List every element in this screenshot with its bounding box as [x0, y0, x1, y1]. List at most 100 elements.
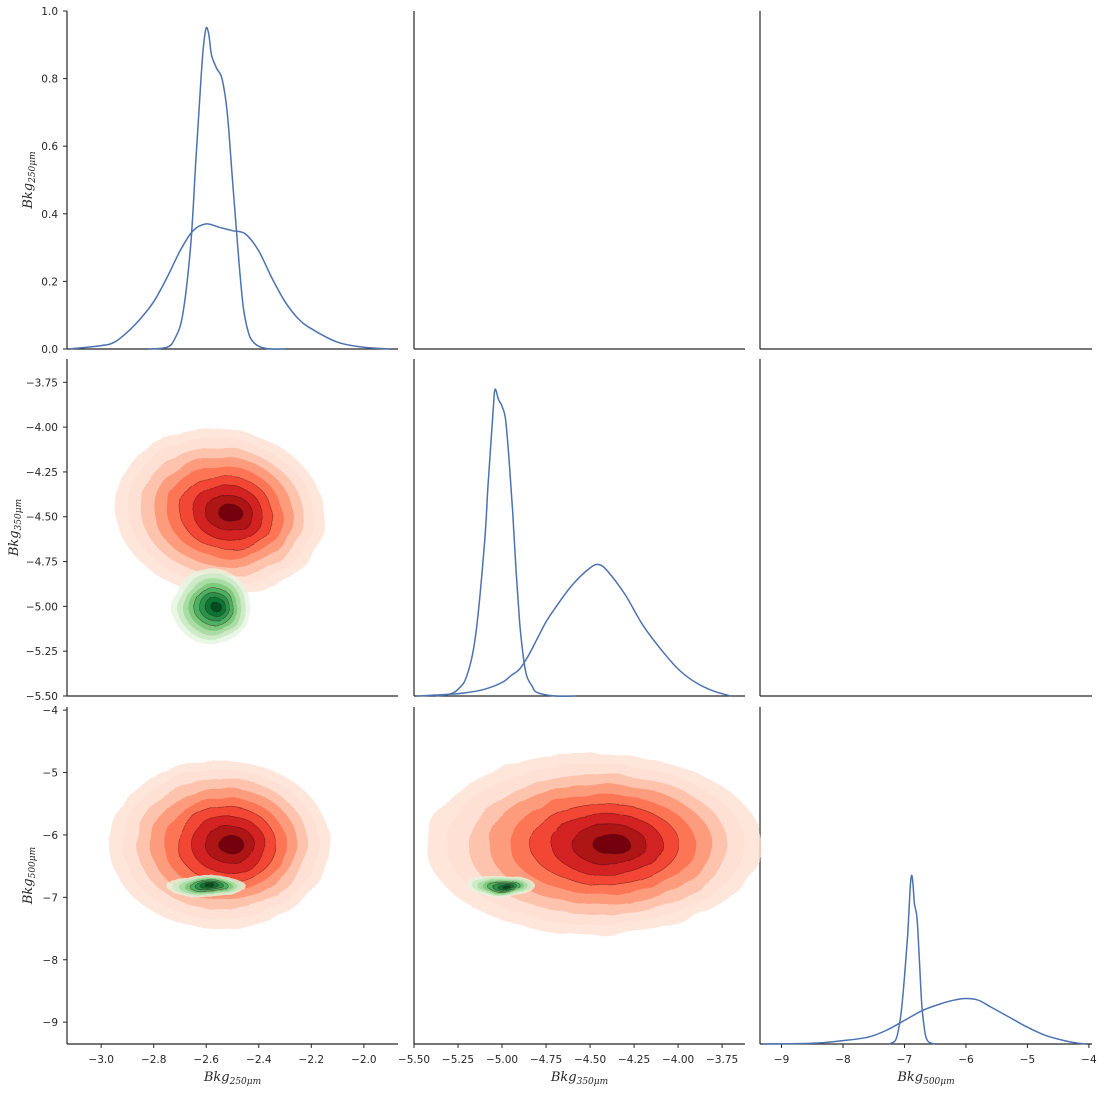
- green-contour-level: [205, 884, 216, 888]
- x-tick-label: −2.8: [141, 1054, 167, 1066]
- x-tick-label: −5.50: [398, 1054, 430, 1066]
- label-sub: 350μm: [577, 1077, 609, 1087]
- label-base: Bkg: [550, 1070, 577, 1085]
- red-contour-level: [592, 834, 631, 855]
- label-base: Bkg: [896, 1070, 923, 1085]
- label-base: Bkg: [203, 1070, 230, 1085]
- y-tick-label: −6: [43, 830, 59, 842]
- x-tick-label: −2.4: [246, 1054, 272, 1066]
- red-contour-level: [218, 503, 243, 523]
- y-tick-label: −4: [43, 705, 59, 717]
- panel-r2-c1: [413, 707, 745, 1045]
- label-sub: 250μm: [229, 1077, 262, 1087]
- x-axis-label-b500: Bkg500μm: [896, 1070, 954, 1087]
- red-contour-line: [192, 484, 263, 541]
- y-tick-label: 0.2: [41, 276, 58, 288]
- y-tick-label: −4.00: [26, 422, 58, 434]
- green-contour-line: [199, 882, 221, 890]
- x-tick-label: −2.6: [193, 1054, 219, 1066]
- x-tick-label: −3.0: [88, 1054, 114, 1066]
- x-tick-label: −2.0: [351, 1054, 377, 1066]
- y-tick-label: 1.0: [41, 6, 58, 18]
- x-tick-label: −5.00: [486, 1054, 518, 1066]
- x-tick-label: −5.25: [442, 1054, 474, 1066]
- green-contour-line: [210, 601, 221, 612]
- panel-r2-c2: [759, 707, 1092, 1045]
- green-contour-line: [204, 596, 226, 617]
- panel-r1-c2: [759, 359, 1092, 697]
- x-tick-label: −6: [958, 1054, 974, 1066]
- red-contour-line: [530, 803, 680, 885]
- red-contour-line: [218, 834, 244, 854]
- x-axis-label-b350: Bkg350μm: [550, 1070, 608, 1087]
- x-tick-label: −5: [1020, 1054, 1035, 1066]
- panel-r1-c0: [66, 359, 398, 697]
- x-axis-label-b250: Bkg250μm: [203, 1070, 261, 1087]
- y-tick-label: 0.6: [41, 141, 58, 153]
- y-tick-label: −3.75: [26, 377, 58, 389]
- kde-curve-var2-1: [888, 874, 936, 1045]
- y-tick-label: 0.0: [41, 344, 58, 356]
- x-tick-label: −4: [1081, 1054, 1097, 1066]
- y-tick-label: 0.8: [41, 74, 58, 86]
- x-tick-label: −2.2: [299, 1054, 325, 1066]
- green-contour-line: [194, 881, 225, 891]
- label-base: Bkg: [21, 878, 36, 905]
- red-contour-line: [179, 475, 274, 550]
- label-sub: 250μm: [28, 151, 38, 184]
- kde2d-panel-r2-c1: [426, 753, 761, 935]
- y-tick-label: −7: [43, 892, 58, 904]
- red-contour-line: [205, 494, 253, 532]
- red-contour-line: [204, 825, 255, 864]
- y-tick-label: −4.25: [26, 467, 58, 479]
- panel-r0-c1: [413, 11, 745, 350]
- y-tick-label: −5.25: [26, 646, 58, 658]
- x-tick-label: −4.75: [530, 1054, 562, 1066]
- red-contour-line: [218, 503, 243, 523]
- y-axis-label-b250: Bkg250μm: [21, 151, 38, 209]
- panel-r2-c0: [66, 707, 398, 1045]
- y-tick-label: −5.00: [26, 601, 58, 613]
- green-contour-line: [205, 884, 216, 888]
- x-tick-label: −4.50: [574, 1054, 606, 1066]
- y-tick-label: −4.75: [26, 557, 58, 569]
- label-base: Bkg: [7, 530, 22, 557]
- kde-curve-var1-1: [435, 388, 577, 698]
- y-tick-label: −9: [43, 1017, 58, 1029]
- red-contour-line: [592, 833, 631, 855]
- panel-r0-c0: [66, 11, 398, 350]
- green-contour-line: [486, 880, 521, 892]
- kde-curve-var1-0: [417, 563, 732, 697]
- green-contour-line: [491, 881, 518, 891]
- x-tick-label: −8: [835, 1054, 850, 1066]
- kde-curve-var0-0: [69, 223, 391, 350]
- green-contour-line: [500, 884, 510, 888]
- axis-labels-layer: Bkg250μm Bkg350μm Bkg500μmBkg250μmBkg350μm…: [7, 151, 955, 1087]
- green-contour-line: [496, 883, 514, 890]
- y-tick-label: −8: [43, 955, 58, 967]
- panels-layer: −3.0 −2.8 −2.6 −2.4 −2.2 −2.0 −5.50 −5.25 −5.00−…: [26, 6, 1097, 1066]
- green-contour-line: [188, 880, 229, 892]
- x-tick-label: −4.00: [662, 1054, 694, 1066]
- green-contour-line: [193, 587, 234, 626]
- red-contour-line: [571, 823, 647, 865]
- green-contour-line: [199, 592, 230, 621]
- y-tick-label: 0.4: [41, 209, 58, 221]
- green-contour-level: [501, 884, 510, 888]
- x-tick-label: −3.75: [706, 1054, 738, 1066]
- label-sub: 500μm: [923, 1077, 955, 1087]
- x-tick-label: −9: [774, 1054, 789, 1066]
- x-tick-label: −4.25: [618, 1054, 650, 1066]
- red-contour-level: [218, 834, 244, 854]
- y-tick-label: −4.50: [26, 512, 58, 524]
- panel-r1-c1: [413, 359, 745, 697]
- y-tick-label: −5: [43, 768, 58, 780]
- y-axis-label-b350: Bkg350μm: [7, 499, 24, 557]
- kde2d-panel-r1-c0: [114, 428, 325, 645]
- red-contour-line: [550, 813, 664, 875]
- kde-curve-var2-0: [763, 997, 1086, 1045]
- label-base: Bkg: [21, 183, 36, 210]
- label-sub: 500μm: [28, 847, 38, 879]
- kde-curve-var0-1: [148, 26, 286, 350]
